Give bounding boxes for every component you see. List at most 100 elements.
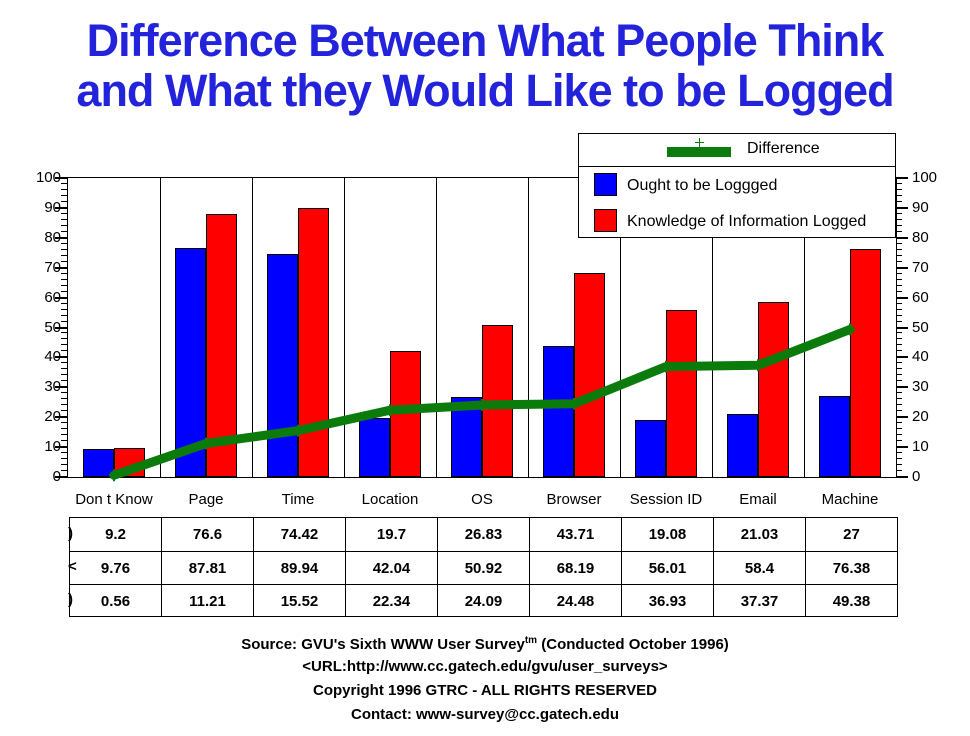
y-axis-left-major-tick (55, 326, 67, 329)
y-axis-right-minor-tick (897, 284, 902, 286)
footer-copyright-line: Copyright 1996 GTRC - ALL RIGHTS RESERVE… (313, 682, 657, 699)
y-axis-left-minor-tick (61, 284, 67, 286)
y-axis-right-minor-tick (897, 254, 902, 256)
y-axis-right-major-tick (897, 266, 908, 269)
ought-to-be-loggged-bar-machine (819, 396, 850, 477)
y-axis-right-tick-label: 60 (912, 288, 929, 306)
y-axis-left-major-tick (55, 177, 67, 179)
category-label-time: Time (281, 491, 315, 508)
legend-item-knowledge: Knowledge of Information Logged (579, 203, 895, 239)
y-axis-left-minor-tick (61, 194, 67, 196)
category-separator-line (527, 178, 529, 477)
category-separator-line (159, 178, 161, 477)
y-axis-left-minor-tick (61, 452, 67, 454)
y-axis-left-tick-label: 40 (44, 348, 61, 366)
table-cell-knowledge-of-information-logged-location: 42.04 (345, 552, 437, 584)
table-cell-ought-to-be-loggged-os: 26.83 (437, 518, 529, 551)
chart-title-line-1: Difference Between What People Think (86, 15, 885, 66)
y-axis-right-minor-tick (897, 290, 902, 292)
y-axis-left-minor-tick (61, 362, 67, 364)
y-axis-right-tick-label: 20 (912, 408, 929, 426)
y-axis-right-minor-tick (897, 188, 902, 190)
y-axis-left-major-tick (55, 356, 67, 359)
y-axis-left-minor-tick (61, 242, 67, 244)
table-cell-ought-to-be-loggged-don-t-know: 9.2 (105, 526, 126, 543)
y-axis-left-minor-tick (61, 404, 67, 406)
table-cell-ought-to-be-loggged-page: 76.6 (161, 518, 253, 551)
y-axis-left-tick-label: 20 (44, 408, 61, 426)
y-axis-right-minor-tick (897, 350, 902, 352)
ought-to-be-loggged-bar-session-id (635, 420, 666, 477)
y-axis-right-minor-tick (897, 368, 902, 370)
category-label-machine: Machine (821, 491, 879, 508)
knowledge-of-information-logged-bar-location (390, 351, 421, 477)
y-axis-right-major-tick (897, 177, 908, 179)
table-cell-difference-page: 11.21 (161, 585, 253, 617)
y-axis-right-minor-tick (897, 230, 902, 232)
y-axis-left-major-tick (55, 296, 67, 299)
y-axis-left-tick-label: 100 (35, 169, 61, 186)
table-cell-difference-os: 24.09 (437, 585, 529, 617)
category-label-email: Email (739, 491, 777, 508)
y-axis-left-minor-tick (61, 290, 67, 292)
y-axis-left-tick-label: 60 (44, 288, 61, 306)
y-axis-left-tick-label: 50 (44, 318, 61, 336)
table-row-marker-fragment: ) (68, 591, 73, 608)
ought-to-be-loggged-bar-email (727, 414, 758, 477)
table-cell-ought-to-be-loggged-machine: 27 (805, 518, 897, 551)
data-table: 9.2 76.6 74.42 19.7 26.83 43.71 19.08 21.03 27) 9… (68, 517, 898, 617)
y-axis-right-minor-tick (897, 260, 902, 262)
table-cell-difference-machine: 49.38 (805, 585, 897, 617)
ought-to-be-loggged-bar-browser (543, 346, 574, 477)
table-cell-difference-don-t-know: 0.56 (100, 592, 131, 610)
y-axis-left-minor-tick (61, 224, 67, 226)
footer: Source: GVU's Sixth WWW User Surveytm (C… (0, 631, 970, 724)
y-axis-left-minor-tick (61, 374, 67, 376)
y-axis-left-major-tick (55, 416, 67, 419)
y-axis-right-minor-tick (897, 338, 902, 340)
ought-to-be-loggged-bar-os (451, 397, 482, 477)
y-axis-right-major-tick (897, 416, 908, 419)
footer-source-line: Source: GVU's Sixth WWW User Surveytm (C… (0, 631, 970, 654)
y-axis-left-minor-tick (61, 302, 67, 304)
y-axis-left-minor-tick (61, 278, 67, 280)
y-axis-right-tick-label: 10 (912, 438, 929, 456)
y-axis-left-tick-label: 30 (44, 378, 61, 396)
y-axis-right-major-tick (897, 446, 908, 449)
ought-to-be-loggged-bar-don-t-know (83, 449, 114, 477)
table-cell-knowledge-of-information-logged-email: 58.4 (713, 552, 805, 584)
y-axis-right-minor-tick (897, 212, 902, 214)
y-axis-left-minor-tick (61, 380, 67, 382)
y-axis-right-minor-tick (897, 470, 902, 472)
y-axis-right-minor-tick (897, 428, 902, 430)
y-axis-left-minor-tick (61, 392, 67, 394)
legend-label-knowledge: Knowledge of Information Logged (627, 213, 867, 230)
y-axis-right-major-tick (897, 206, 908, 209)
category-label-browser: Browser (546, 491, 602, 508)
category-separator-line (251, 178, 253, 477)
plus-marker-icon (695, 138, 704, 147)
y-axis-right-minor-tick (897, 314, 902, 316)
y-axis-left-minor-tick (61, 272, 67, 274)
y-axis-left-tick-label: 90 (44, 198, 61, 216)
y-axis-right-tick-label: 30 (912, 378, 929, 396)
y-axis-left-minor-tick (61, 434, 67, 436)
y-axis-right-tick-label: 0 (912, 468, 921, 485)
table-cell-knowledge-of-information-logged-don-t-know: 9.76 (100, 559, 131, 577)
y-axis-left-tick-label: 0 (52, 468, 61, 485)
footer-contact-line: Contact: www-survey@cc.gatech.edu (350, 706, 620, 723)
knowledge-of-information-logged-bar-time (298, 208, 329, 477)
table-cell-ought-to-be-loggged-time: 74.42 (253, 518, 345, 551)
chart-title: Difference Between What People Think and… (0, 16, 970, 116)
footer-source-text: Source: GVU's Sixth WWW User Survey (241, 636, 525, 653)
y-axis-left-minor-tick (61, 338, 67, 340)
y-axis-left-minor-tick (61, 428, 67, 430)
y-axis-right-major-tick (897, 356, 908, 359)
y-axis-right-minor-tick (897, 398, 902, 400)
y-axis-left-major-tick (55, 236, 67, 239)
footer-url-line: <URL:http://www.cc.gatech.edu/gvu/user_s… (302, 658, 668, 675)
y-axis-left-minor-tick (61, 314, 67, 316)
y-axis-left-minor-tick (61, 470, 67, 472)
y-axis-right-minor-tick (897, 218, 902, 220)
